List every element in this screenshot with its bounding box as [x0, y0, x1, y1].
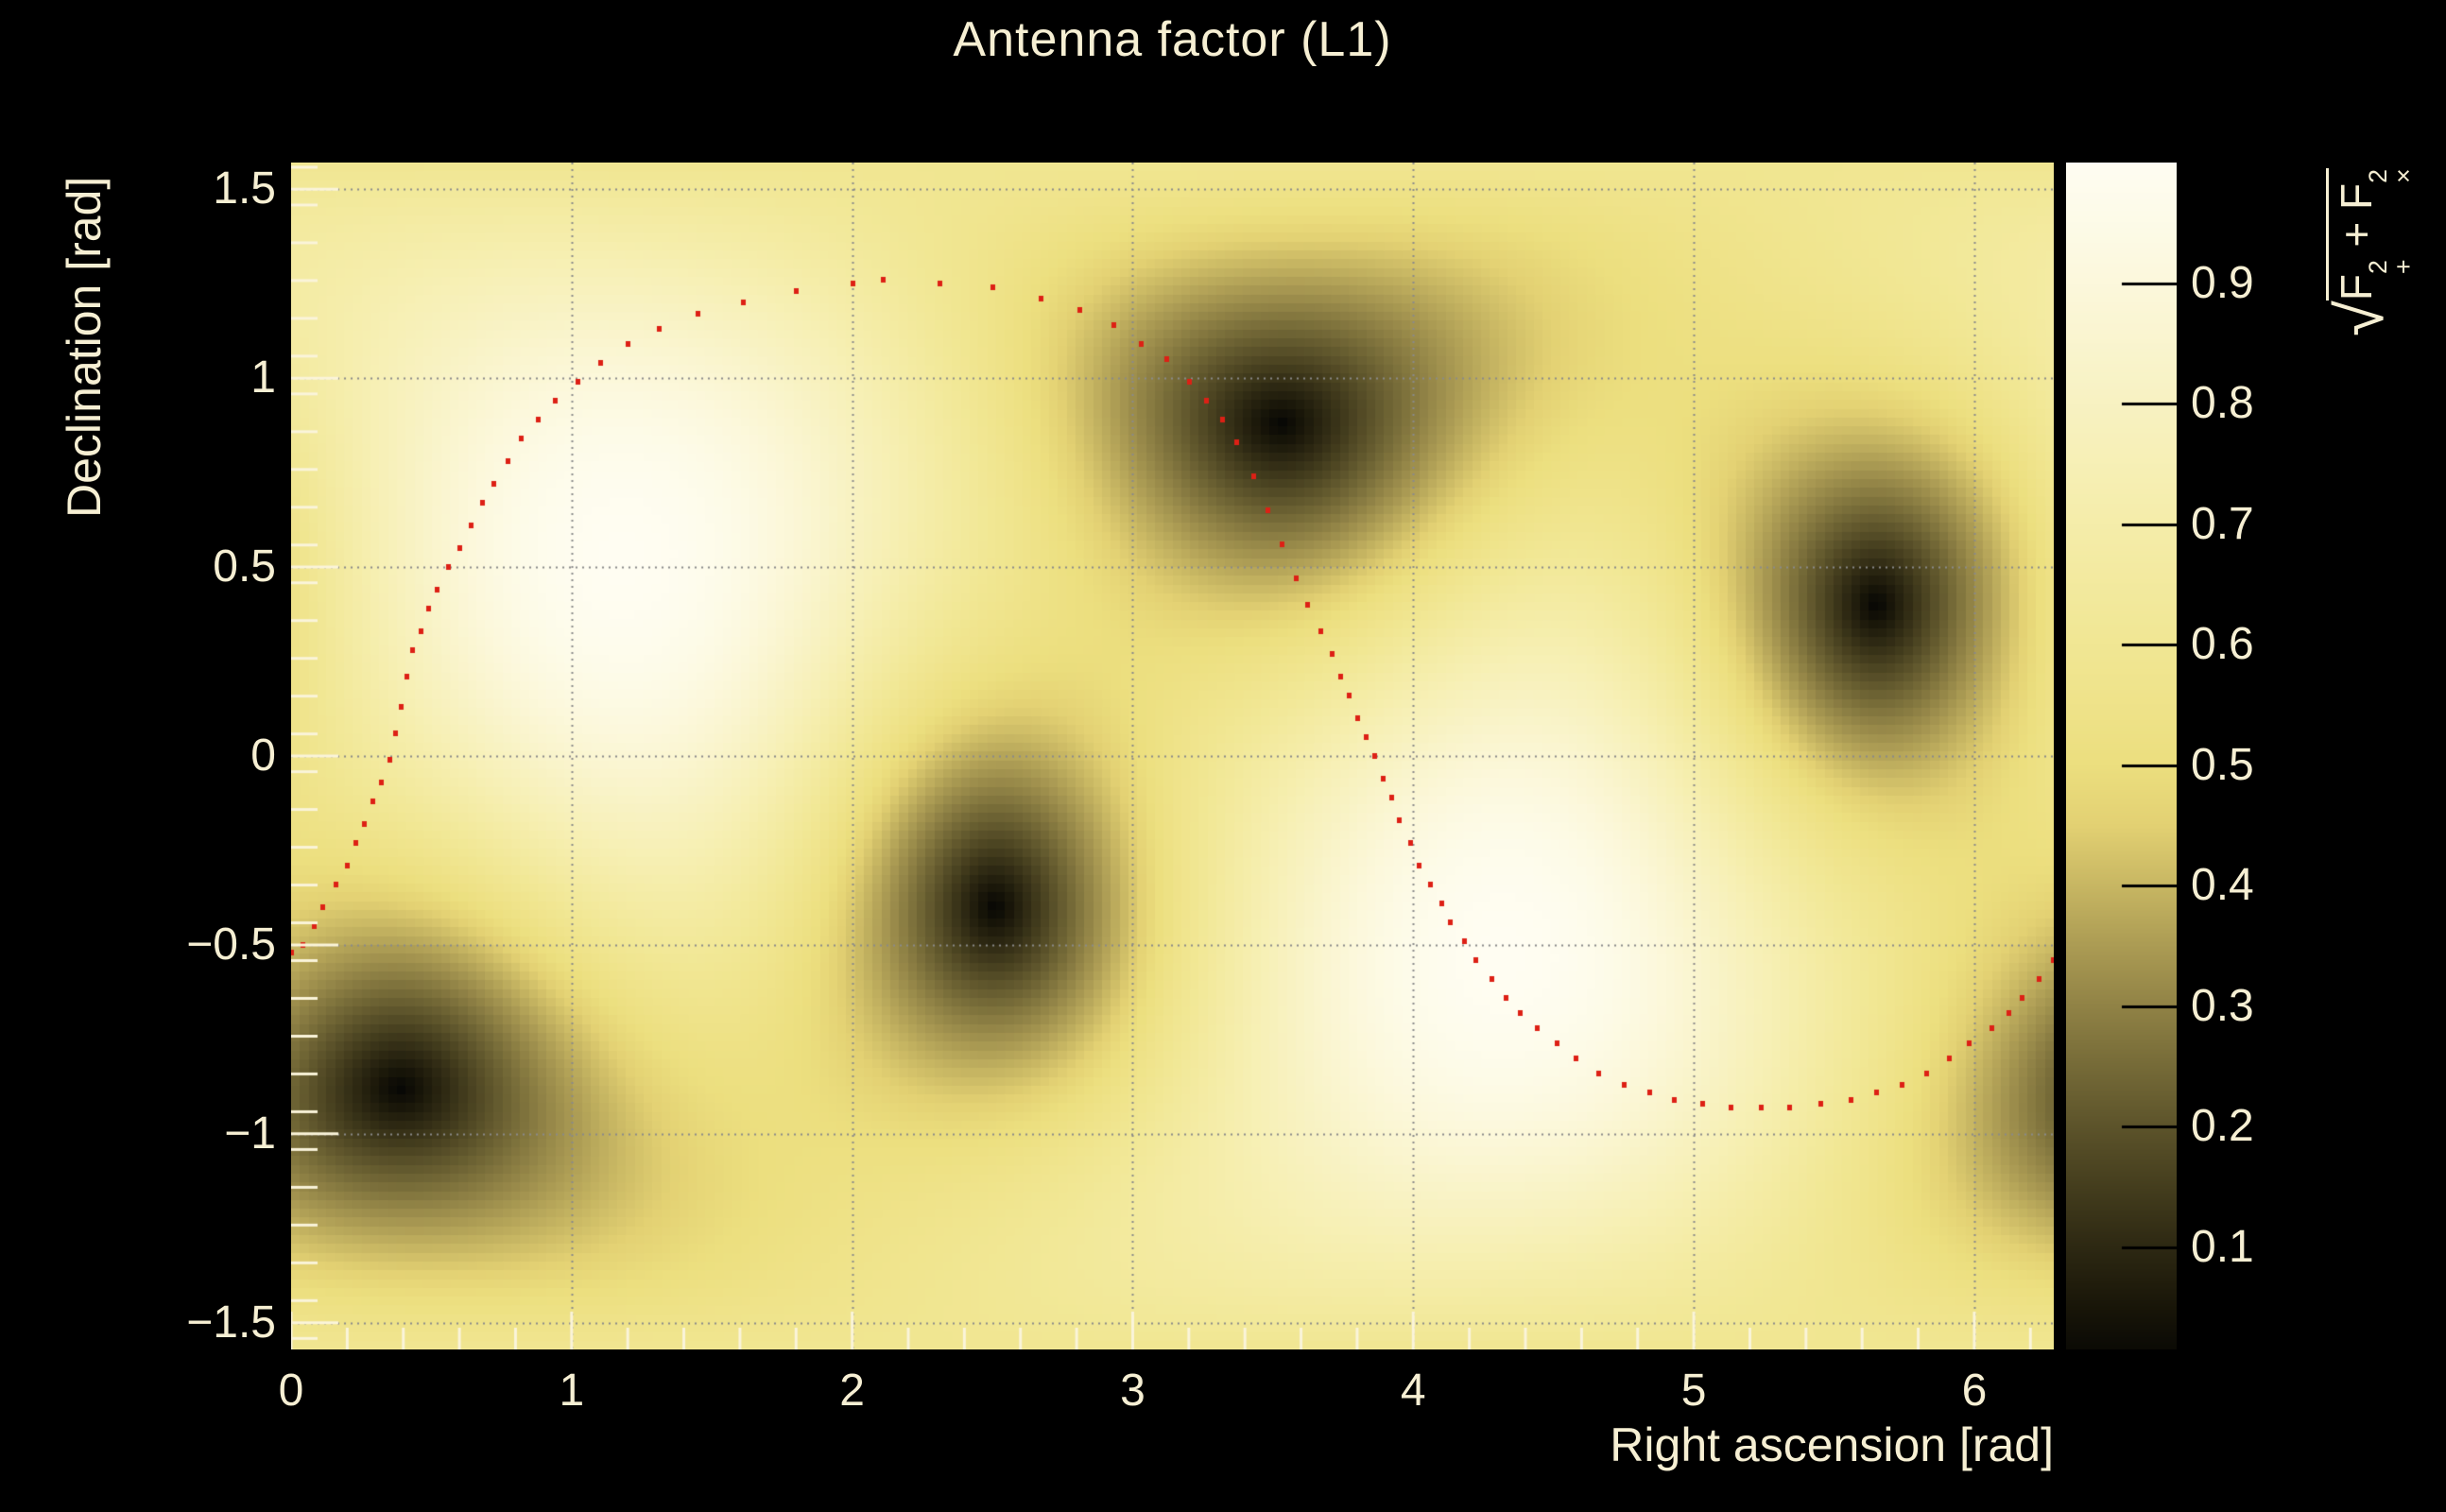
x-axis-title: Right ascension [rad] — [1610, 1418, 2054, 1471]
colorbar-tick-label-0.4: 0.4 — [2191, 860, 2254, 911]
x-tick-label-6: 6 — [1961, 1366, 1988, 1416]
colorbar-tick-label-0.8: 0.8 — [2191, 378, 2254, 429]
y-tick-label-1.5: 1.5 — [213, 163, 276, 215]
x-tick-label-5: 5 — [1680, 1366, 1707, 1416]
radical-sign-icon: √ — [2324, 301, 2397, 336]
y-tick-label-−0.5: −0.5 — [186, 919, 276, 970]
x-tick-label-2: 2 — [839, 1366, 865, 1416]
x-tick-label-1: 1 — [559, 1366, 585, 1416]
y-tick-label-0: 0 — [250, 730, 276, 781]
heatmap-plot-area — [291, 163, 2054, 1349]
y-tick-label-−1: −1 — [224, 1108, 276, 1159]
x-tick-label-0: 0 — [278, 1366, 304, 1416]
colorbar-tick-label-0.6: 0.6 — [2191, 619, 2254, 670]
colorbar-tick-label-0.7: 0.7 — [2191, 498, 2254, 549]
plus-sign: + — [2331, 210, 2381, 260]
colorbar-tick-label-0.3: 0.3 — [2191, 980, 2254, 1031]
f-cross-term: F 2 × — [2331, 168, 2419, 210]
x-tick-label-4: 4 — [1400, 1366, 1426, 1416]
y-axis-title: Declination [rad] — [58, 176, 111, 518]
y-tick-label-1: 1 — [250, 352, 276, 404]
colorbar-title-radicand: F 2 + + F 2 × — [2325, 168, 2419, 301]
colorbar-tick-label-0.1: 0.1 — [2191, 1221, 2254, 1272]
colorbar-tick-label-0.9: 0.9 — [2191, 257, 2254, 308]
x-tick-label-3: 3 — [1120, 1366, 1145, 1416]
f-plus-term: F 2 + — [2331, 259, 2419, 301]
y-tick-label-0.5: 0.5 — [213, 541, 276, 593]
colorbar-tick-label-0.5: 0.5 — [2191, 739, 2254, 790]
colorbar — [2066, 163, 2177, 1349]
colorbar-tick-label-0.2: 0.2 — [2191, 1101, 2254, 1152]
colorbar-axis-title: √F 2 + + F 2 × — [2323, 168, 2418, 336]
y-tick-label-−1.5: −1.5 — [186, 1297, 276, 1348]
plot-title: Antenna factor (L1) — [953, 12, 1392, 67]
